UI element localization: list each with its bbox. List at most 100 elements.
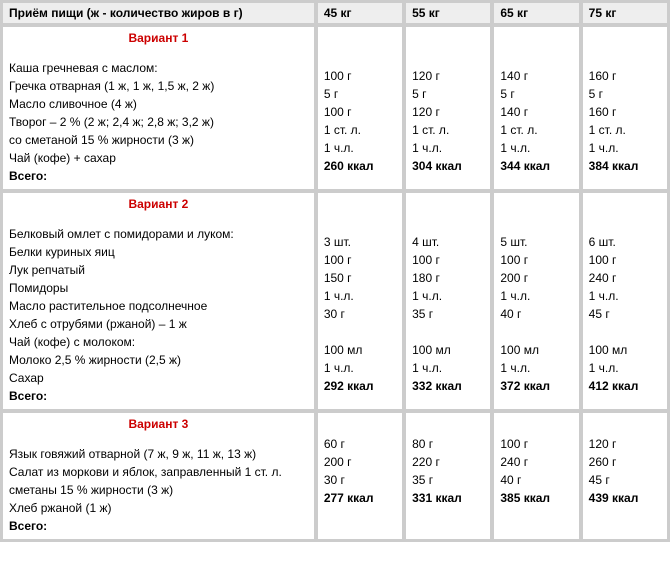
ingredient-label: Гречка отварная (1 ж, 1 ж, 1,5 ж, 2 ж) <box>9 79 214 93</box>
ingredient-value: 150 г <box>324 271 352 285</box>
ingredient-value: 1 ст. л. <box>324 123 361 137</box>
ingredient-value: 120 г <box>589 437 617 451</box>
ingredient-label: Сахар <box>9 371 44 385</box>
ingredient-label: Лук репчатый <box>9 263 85 277</box>
value-cell: 5 шт.100 г200 г1 ч.л.40 г 100 мл1 ч.л.37… <box>493 192 579 410</box>
total-value: 277 ккал <box>324 491 374 505</box>
ingredient-value: 180 г <box>412 271 440 285</box>
ingredient-value: 80 г <box>412 437 433 451</box>
ingredient-value: 40 г <box>500 307 521 321</box>
ingredient-label: Молоко 2,5 % жирности (2,5 ж) <box>9 353 181 367</box>
total-label: Всего: <box>9 519 47 533</box>
spacer <box>500 33 503 47</box>
spacer <box>500 199 503 213</box>
ingredient-value: 1 ч.л. <box>589 361 619 375</box>
ingredient-value: 100 мл <box>412 343 451 357</box>
ingredient-label: Хлеб с отрубями (ржаной) – 1 ж <box>9 317 187 331</box>
ingredient-value: 4 шт. <box>412 235 439 249</box>
ingredient-value: 5 г <box>500 87 514 101</box>
ingredient-label: Помидоры <box>9 281 68 295</box>
ingredient-value: 5 г <box>589 87 603 101</box>
value-cell: 100 г5 г100 г1 ст. л.1 ч.л.260 ккал <box>317 26 403 190</box>
ingredient-value: 1 ч.л. <box>412 289 442 303</box>
meal-table: Приём пищи (ж - количество жиров в г) 45… <box>0 0 670 542</box>
header-weight-0: 45 кг <box>317 2 403 24</box>
value-cell: 140 г5 г140 г1 ст. л.1 ч.л.344 ккал <box>493 26 579 190</box>
total-value: 412 ккал <box>589 379 639 393</box>
variant-title: Вариант 2 <box>9 197 308 211</box>
value-cell: 160 г5 г160 г1 ст. л.1 ч.л.384 ккал <box>582 26 668 190</box>
ingredient-value: 260 г <box>589 455 617 469</box>
ingredient-value <box>500 325 503 339</box>
ingredient-value: 140 г <box>500 105 528 119</box>
total-value: 385 ккал <box>500 491 550 505</box>
ingredient-value: 1 ч.л. <box>589 289 619 303</box>
ingredient-value: 240 г <box>500 455 528 469</box>
ingredient-label: Чай (кофе) + сахар <box>9 151 116 165</box>
value-cell: 4 шт. 100 г 180 г 1 ч.л. 35 г 100 мл 1 ч.л. 33… <box>405 192 491 410</box>
ingredient-value: 1 ч.л. <box>324 141 354 155</box>
variant-row: Вариант 3 Язык говяжий отварной (7 ж, 9 ж… <box>2 412 668 540</box>
ingredient-value: 120 г <box>412 105 440 119</box>
ingredient-value: 1 ч.л. <box>324 289 354 303</box>
spacer <box>324 419 327 433</box>
ingredient-value: 100 г <box>412 253 440 267</box>
ingredient-value: 35 г <box>412 307 433 321</box>
ingredient-value: 5 шт. <box>500 235 527 249</box>
ingredient-value: 220 г <box>412 455 440 469</box>
ingredient-value: 200 г <box>500 271 528 285</box>
value-cell: 3 шт. 100 г 150 г 1 ч.л. 30 г 100 мл 1 ч.л. 29… <box>317 192 403 410</box>
ingredient-value: 1 ст. л. <box>412 123 449 137</box>
spacer <box>500 51 503 65</box>
spacer <box>324 33 327 47</box>
value-cell: 120 г5 г120 г1 ст. л.1 ч.л.304 ккал <box>405 26 491 190</box>
ingredient-label: Белки куриных яиц <box>9 245 115 259</box>
variant-title: Вариант 3 <box>9 417 308 431</box>
variant-row: Вариант 1Каша гречневая с маслом:Гречка … <box>2 26 668 190</box>
ingredient-value: 120 г <box>412 69 440 83</box>
spacer <box>412 199 415 213</box>
total-label: Всего: <box>9 169 47 183</box>
value-cell: 120 г260 г45 г439 ккал <box>582 412 668 540</box>
value-cell: 6 шт.100 г240 г1 ч.л.45 г 100 мл1 ч.л.41… <box>582 192 668 410</box>
spacer <box>412 33 415 47</box>
ingredient-value <box>324 325 327 339</box>
total-value: 260 ккал <box>324 159 374 173</box>
variant-row: Вариант 2Белковый омлет с помидорами и л… <box>2 192 668 410</box>
ingredient-value: 200 г <box>324 455 352 469</box>
total-value: 332 ккал <box>412 379 462 393</box>
ingredient-value: 100 мл <box>589 343 628 357</box>
ingredient-value: 6 шт. <box>589 235 616 249</box>
ingredient-value: 1 ч.л. <box>412 361 442 375</box>
ingredient-label: Язык говяжий отварной (7 ж, 9 ж, 11 ж, 1… <box>9 447 256 461</box>
total-value: 372 ккал <box>500 379 550 393</box>
spacer <box>589 33 592 47</box>
total-value: 439 ккал <box>589 491 639 505</box>
ingredient-value: 5 г <box>412 87 426 101</box>
header-row: Приём пищи (ж - количество жиров в г) 45… <box>2 2 668 24</box>
variant-title: Вариант 1 <box>9 31 308 45</box>
ingredient-value: 1 ч.л. <box>500 361 530 375</box>
value-cell: 100 г240 г40 г385 ккал <box>493 412 579 540</box>
ingredient-value: 1 ч.л. <box>324 361 354 375</box>
ingredient-value: 100 г <box>324 253 352 267</box>
ingredient-value: 100 мл <box>324 343 363 357</box>
ingredient-label: Хлеб ржаной (1 ж) <box>9 501 112 515</box>
total-label: Всего: <box>9 389 47 403</box>
total-value: 331 ккал <box>412 491 462 505</box>
ingredient-value: 240 г <box>589 271 617 285</box>
ingredient-label: Чай (кофе) с молоком: <box>9 335 135 349</box>
header-weight-1: 55 кг <box>405 2 491 24</box>
total-value: 292 ккал <box>324 379 374 393</box>
ingredient-value: 30 г <box>324 473 345 487</box>
ingredient-label: Творог – 2 % (2 ж; 2,4 ж; 2,8 ж; 3,2 ж) <box>9 115 214 129</box>
ingredient-value: 100 г <box>500 253 528 267</box>
spacer <box>500 419 503 433</box>
ingredient-value: 30 г <box>324 307 345 321</box>
desc-cell: Вариант 2Белковый омлет с помидорами и л… <box>2 192 315 410</box>
ingredient-value: 1 ч.л. <box>500 289 530 303</box>
ingredient-value: 1 ч.л. <box>500 141 530 155</box>
ingredient-value: 35 г <box>412 473 433 487</box>
spacer <box>412 51 415 65</box>
ingredient-value: 3 шт. <box>324 235 351 249</box>
